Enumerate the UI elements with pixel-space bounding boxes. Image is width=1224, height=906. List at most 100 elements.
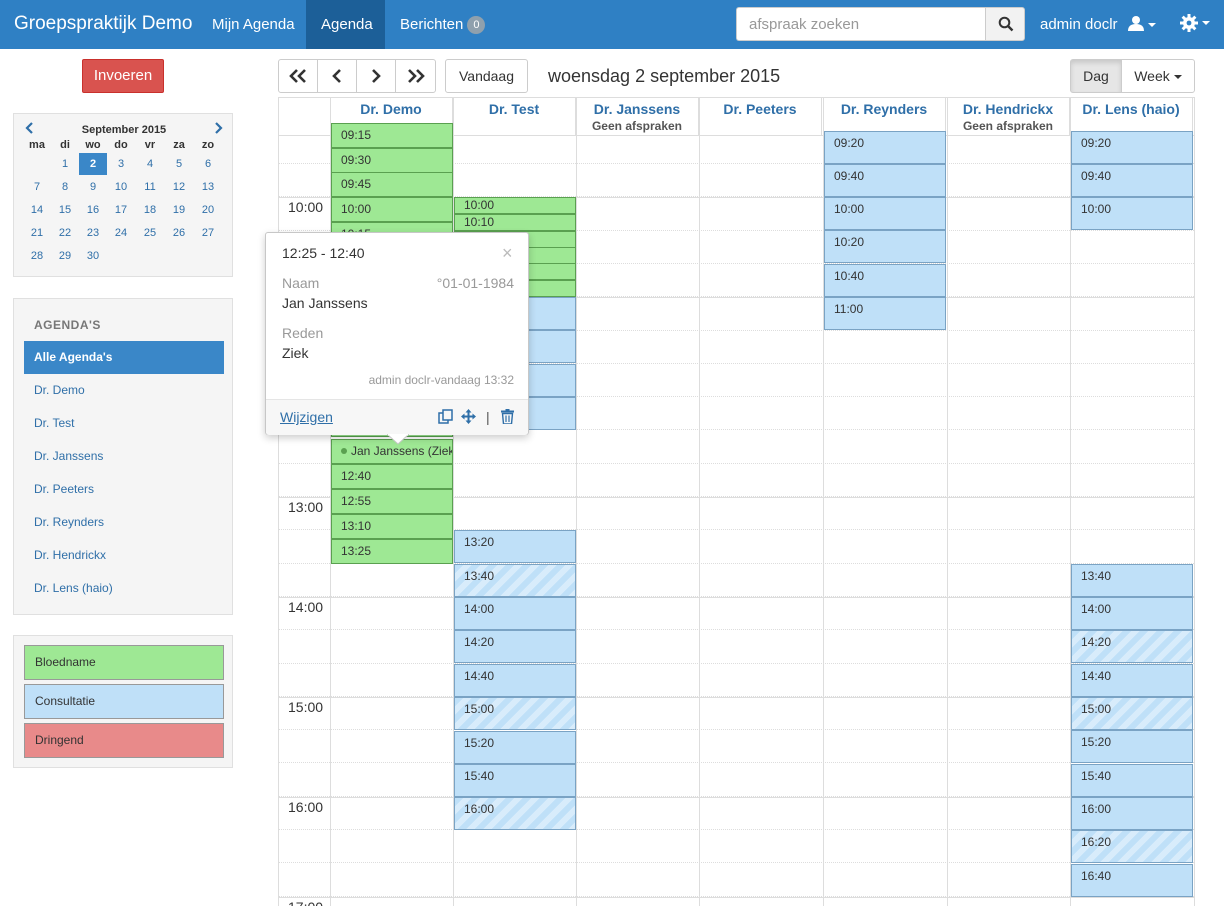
agenda-item[interactable]: Dr. Demo: [34, 383, 85, 397]
appointment[interactable]: 14:00: [1071, 597, 1193, 630]
view-day-button[interactable]: Dag: [1070, 59, 1122, 93]
chevron-left-icon[interactable]: [24, 122, 34, 134]
appointment[interactable]: 16:40: [1071, 864, 1193, 897]
agenda-item[interactable]: Alle Agenda's: [24, 341, 224, 374]
prev-button[interactable]: [317, 59, 357, 93]
appointment[interactable]: 13:40: [454, 564, 576, 597]
settings-menu[interactable]: [1180, 14, 1210, 32]
chevron-right-icon[interactable]: [214, 122, 224, 134]
appointment[interactable]: 09:45: [331, 172, 453, 197]
mini-calendar-day[interactable]: 5: [175, 158, 183, 170]
mini-calendar-day[interactable]: 2: [79, 153, 107, 175]
edit-link[interactable]: Wijzigen: [280, 409, 333, 425]
mini-calendar-day[interactable]: 16: [86, 204, 100, 216]
appointment[interactable]: 16:00: [1071, 797, 1193, 830]
appointment[interactable]: 15:40: [454, 764, 576, 797]
appointment[interactable]: 14:00: [454, 597, 576, 630]
nav-berichten[interactable]: Berichten 0: [385, 0, 500, 49]
view-week-button[interactable]: Week: [1121, 59, 1195, 93]
mini-calendar-day[interactable]: 10: [114, 181, 128, 193]
mini-calendar-day[interactable]: 12: [172, 181, 186, 193]
column-name[interactable]: Dr. Hendrickx: [962, 101, 1054, 117]
close-icon[interactable]: ×: [502, 243, 513, 263]
appointment[interactable]: 10:20: [824, 230, 946, 263]
mini-calendar-day[interactable]: 24: [114, 227, 128, 239]
today-button[interactable]: Vandaag: [445, 59, 528, 93]
column-header[interactable]: Dr. Demo: [330, 98, 453, 135]
mini-calendar-day[interactable]: 6: [204, 158, 212, 170]
next-next-button[interactable]: [395, 59, 436, 93]
appointment[interactable]: 13:25: [331, 539, 453, 564]
appointment[interactable]: 13:20: [454, 530, 576, 563]
column-name[interactable]: Dr. Lens (haio): [1082, 101, 1180, 117]
mini-calendar-day[interactable]: 26: [172, 227, 186, 239]
column-header[interactable]: Dr. Lens (haio): [1070, 98, 1193, 135]
appointment[interactable]: 10:00: [1071, 197, 1193, 230]
search-input[interactable]: [736, 7, 986, 41]
mini-calendar-day[interactable]: 7: [33, 181, 41, 193]
brand-title[interactable]: Groepspraktijk Demo: [14, 13, 193, 34]
move-icon[interactable]: [461, 409, 476, 424]
appointment[interactable]: 09:20: [1071, 131, 1193, 164]
appointment[interactable]: 10:00: [454, 197, 576, 214]
appointment[interactable]: 15:20: [1071, 730, 1193, 763]
mini-calendar-day[interactable]: 11: [144, 181, 156, 193]
agenda-item[interactable]: Dr. Hendrickx: [34, 548, 107, 562]
agenda-item[interactable]: Dr. Test: [34, 416, 75, 430]
next-button[interactable]: [356, 59, 396, 93]
mini-calendar-day[interactable]: 22: [58, 227, 72, 239]
column-header[interactable]: Dr. Peeters: [699, 98, 822, 135]
appointment[interactable]: 09:40: [824, 164, 946, 197]
mini-calendar-day[interactable]: 14: [30, 204, 44, 216]
prev-prev-button[interactable]: [278, 59, 318, 93]
appointment[interactable]: 10:10: [454, 214, 576, 231]
column-name[interactable]: Dr. Demo: [360, 101, 422, 117]
appointment[interactable]: 09:30: [331, 148, 453, 173]
appointment[interactable]: 12:55: [331, 489, 453, 514]
mini-calendar-day[interactable]: 21: [30, 227, 44, 239]
appointment[interactable]: 15:40: [1071, 764, 1193, 797]
mini-calendar-day[interactable]: 4: [146, 158, 154, 170]
appointment[interactable]: 15:00: [1071, 697, 1193, 730]
mini-calendar-day[interactable]: 23: [86, 227, 100, 239]
trash-icon[interactable]: [501, 409, 514, 424]
column-header[interactable]: Dr. Test: [453, 98, 576, 135]
mini-calendar-day[interactable]: 29: [58, 250, 72, 262]
mini-calendar-day[interactable]: 19: [172, 204, 186, 216]
mini-calendar-day[interactable]: 30: [86, 250, 100, 262]
appointment[interactable]: 10:40: [824, 264, 946, 297]
column-name[interactable]: Dr. Test: [488, 101, 540, 117]
mini-calendar-day[interactable]: 15: [58, 204, 72, 216]
appointment[interactable]: 10:00: [331, 197, 453, 222]
appointment[interactable]: 13:40: [1071, 564, 1193, 597]
mini-calendar-day[interactable]: 13: [201, 181, 215, 193]
appointment[interactable]: 15:20: [454, 731, 576, 764]
appointment[interactable]: 14:20: [1071, 630, 1193, 663]
agenda-item[interactable]: Dr. Peeters: [34, 482, 95, 496]
appointment[interactable]: 09:40: [1071, 164, 1193, 197]
nav-mijn-agenda[interactable]: Mijn Agenda: [212, 16, 295, 33]
appointment[interactable]: 15:00: [454, 697, 576, 730]
mini-calendar-day[interactable]: 25: [143, 227, 157, 239]
agenda-item[interactable]: Dr. Lens (haio): [34, 581, 113, 595]
column-header[interactable]: Dr. Reynders: [823, 98, 946, 135]
appointment[interactable]: 16:00: [454, 797, 576, 830]
column-name[interactable]: Dr. Peeters: [723, 101, 797, 117]
mini-calendar-day[interactable]: 3: [117, 158, 125, 170]
appointment[interactable]: 12:40: [331, 464, 453, 489]
column-name[interactable]: Dr. Reynders: [840, 101, 928, 117]
appointment[interactable]: 13:10: [331, 514, 453, 539]
mini-calendar-day[interactable]: 9: [89, 181, 97, 193]
column-header[interactable]: Dr. Janssens Geen afspraken: [576, 98, 699, 135]
user-menu[interactable]: admin doclr: [1040, 0, 1156, 49]
mini-calendar-day[interactable]: 27: [201, 227, 215, 239]
mini-calendar-day[interactable]: 20: [201, 204, 215, 216]
mini-calendar-day[interactable]: 1: [61, 158, 69, 170]
mini-calendar-day[interactable]: 18: [143, 204, 157, 216]
appointment[interactable]: 14:40: [1071, 664, 1193, 697]
appointment[interactable]: 14:20: [454, 630, 576, 663]
agenda-item[interactable]: Dr. Reynders: [34, 515, 105, 529]
appointment[interactable]: 14:40: [454, 664, 576, 697]
copy-icon[interactable]: [438, 409, 453, 424]
mini-calendar-day[interactable]: 8: [61, 181, 69, 193]
